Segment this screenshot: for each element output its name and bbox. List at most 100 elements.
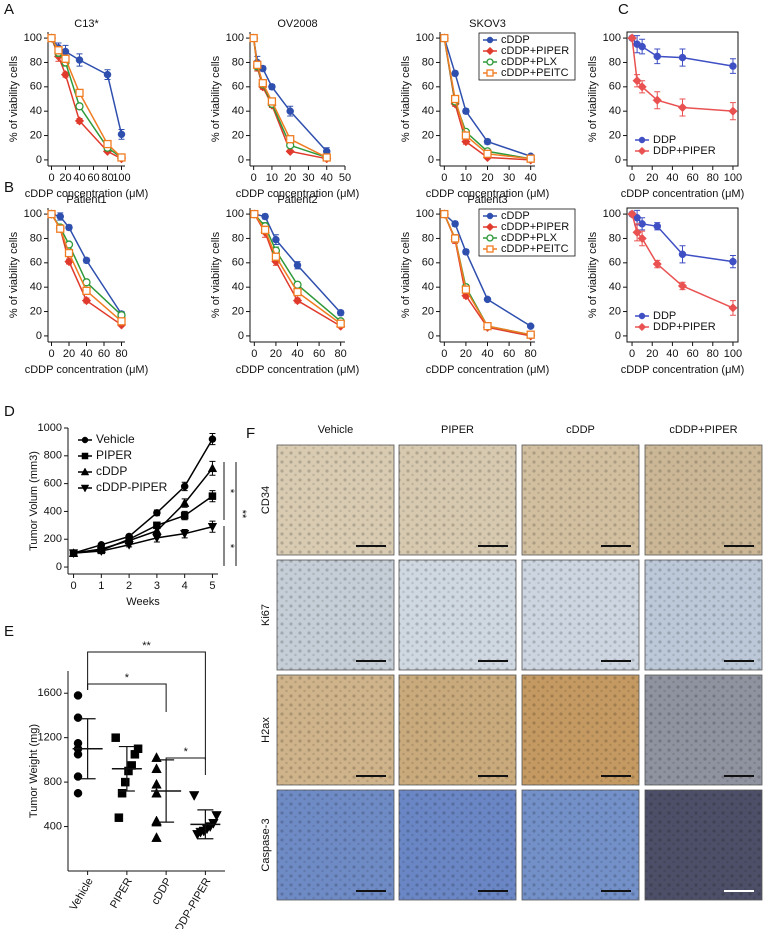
marker: [192, 830, 203, 840]
y-axis-label: Tumor Volum (mm3): [28, 451, 40, 551]
marker: [485, 222, 495, 232]
marker: [73, 788, 83, 798]
ihc-texture: [522, 560, 639, 670]
y-tick-label: 60: [422, 257, 434, 269]
marker: [47, 33, 56, 43]
legend-label: cDDP+PEITC: [501, 67, 569, 79]
x-tick-label: 20: [646, 348, 658, 360]
marker: [81, 295, 92, 306]
y-axis-label: % of viability cells: [8, 55, 20, 142]
y-tick-label: 1200: [38, 732, 62, 744]
marker: [153, 509, 161, 517]
marker: [486, 36, 494, 44]
x-tick-label: 60: [98, 348, 110, 360]
ihc-texture: [399, 445, 516, 555]
marker: [81, 452, 89, 460]
marker: [68, 549, 79, 559]
significance-bracket: [87, 651, 206, 760]
marker: [207, 463, 218, 473]
y-tick-label: 20: [422, 305, 434, 317]
marker: [188, 791, 200, 801]
y-tick-label: 40: [30, 281, 42, 293]
marker: [250, 209, 259, 219]
marker: [111, 733, 120, 742]
marker: [638, 312, 646, 320]
ihc-texture: [522, 790, 639, 900]
x-tick-label: 0: [48, 348, 54, 360]
marker: [179, 498, 190, 507]
marker: [74, 116, 85, 126]
marker: [258, 79, 267, 88]
legend-label: cDDP-PIPER: [96, 480, 168, 494]
y-tick-label: 80: [232, 232, 244, 244]
marker: [82, 286, 91, 295]
y-tick-label: 600: [44, 478, 62, 490]
marker: [152, 534, 162, 543]
x-tick-label: 30: [503, 172, 515, 184]
marker: [450, 94, 460, 104]
x-axis-label: cDDP concentration (μM): [25, 364, 149, 376]
x-tick-label: 0: [70, 580, 76, 592]
marker: [637, 322, 647, 332]
y-tick-label: 0: [36, 154, 42, 166]
y-tick-label: 20: [232, 129, 244, 141]
x-tick-label: 20: [284, 172, 296, 184]
series-line: [73, 467, 214, 554]
x-tick-label: cDDP-PIPER: [170, 876, 213, 929]
ihc-texture: [277, 675, 394, 785]
marker: [82, 256, 91, 265]
y-tick-label: 200: [44, 533, 62, 545]
marker: [677, 102, 688, 113]
marker: [54, 46, 63, 55]
marker: [526, 322, 535, 330]
marker: [461, 136, 471, 147]
y-tick-label: 800: [44, 450, 62, 462]
y-tick-label: 400: [44, 505, 62, 517]
y-axis-label: % of viability cells: [587, 55, 599, 142]
marker: [486, 212, 494, 220]
legend-label: Vehicle: [96, 432, 135, 446]
marker: [461, 285, 471, 294]
y-tick-label: 800: [44, 776, 62, 788]
legend-label: DDP+PIPER: [653, 145, 716, 157]
x-tick-label: 80: [101, 172, 113, 184]
significance-bracket: [165, 757, 206, 775]
x-tick-label: 80: [335, 348, 347, 360]
marker: [637, 82, 647, 92]
y-tick-label: 100: [24, 208, 42, 220]
x-tick-label: 0: [251, 348, 257, 360]
y-tick-label: 60: [30, 81, 42, 93]
marker: [151, 787, 162, 798]
series-line: [73, 438, 214, 554]
marker: [440, 33, 449, 43]
marker: [653, 52, 662, 61]
marker: [462, 248, 470, 256]
y-tick-label: 80: [609, 56, 621, 68]
marker: [728, 303, 738, 313]
ihc-texture: [399, 560, 516, 670]
marker: [103, 70, 112, 79]
marker: [293, 261, 302, 270]
x-tick-label: 50: [339, 172, 351, 184]
x-tick-label: 80: [707, 348, 719, 360]
y-tick-label: 1600: [38, 687, 62, 699]
marker: [151, 832, 162, 842]
marker: [653, 222, 662, 231]
x-tick-label: 80: [525, 348, 537, 360]
marker: [286, 135, 295, 144]
y-tick-label: 0: [615, 154, 621, 166]
x-tick-label: 20: [270, 348, 282, 360]
ihc-texture: [522, 675, 639, 785]
panel-letter: E: [4, 623, 14, 640]
marker: [117, 788, 127, 798]
y-tick-label: 40: [232, 105, 244, 117]
chart-title: OV2008: [277, 18, 317, 30]
y-tick-label: 0: [428, 154, 434, 166]
marker: [61, 54, 70, 63]
marker: [678, 250, 687, 259]
x-tick-label: 40: [80, 348, 92, 360]
x-axis-label: cDDP concentration (μM): [426, 364, 550, 376]
y-tick-label: 40: [609, 281, 621, 293]
row-label: Caspase-3: [260, 818, 272, 871]
marker: [208, 492, 217, 500]
